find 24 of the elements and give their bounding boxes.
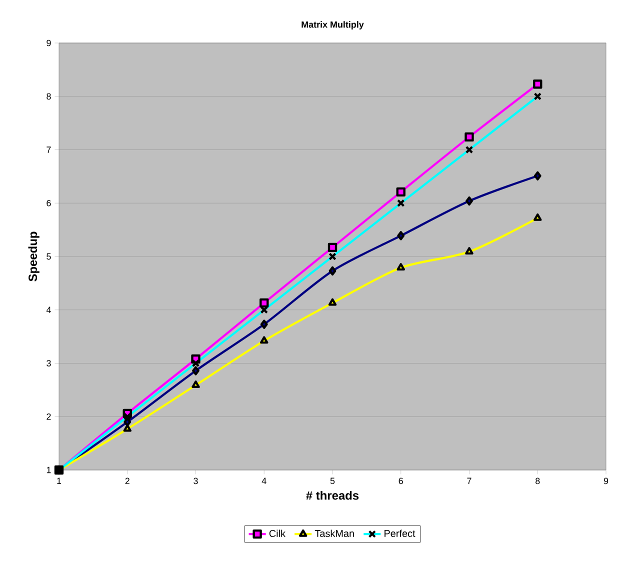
x-tick-label: 7 [467,478,472,484]
y-tick-label: 6 [46,200,51,206]
legend-label: Perfect [384,530,416,538]
y-tick-label: 1 [46,466,51,474]
x-tick-label: 6 [398,478,403,484]
x-tick-label: 5 [330,478,335,484]
x-tick-label: 1 [57,478,62,484]
y-tick-label: 9 [46,40,51,46]
y-tick-label: 2 [46,413,51,420]
legend-label: Cilk [269,530,286,538]
legend-label: TaskMan [314,530,354,538]
x-tick-label: 8 [536,478,540,484]
y-tick-label: 3 [46,360,51,366]
x-tick-label: 9 [604,478,608,484]
y-tick-label: 4 [46,306,51,313]
x-axis-title: # threads [306,490,359,500]
chart-title: Matrix Multiply [302,21,364,30]
x-tick-label: 2 [125,478,130,484]
y-tick-label: 8 [46,93,51,100]
x-tick-label: 3 [194,478,198,484]
y-axis-title: Speedup [28,232,40,282]
x-tick-label: 4 [262,478,266,484]
y-tick-label: 7 [46,146,51,153]
y-tick-label: 5 [46,253,51,260]
